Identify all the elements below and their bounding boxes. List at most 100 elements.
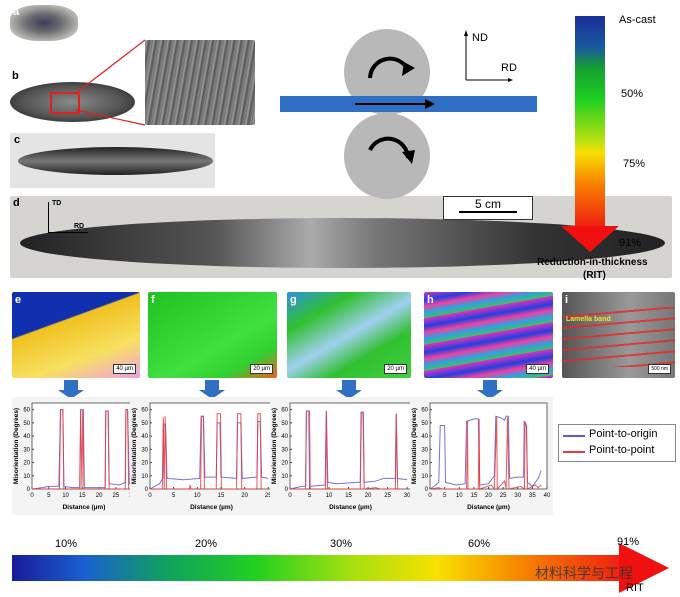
x-tick-label: 0: [30, 493, 34, 499]
down-arrow-e: [58, 380, 84, 399]
y-tick-label: 0: [145, 487, 149, 493]
y-tick-label: 50: [23, 421, 30, 427]
x-tick-label: 15: [79, 493, 86, 499]
x-tick-label: 15: [471, 493, 478, 499]
x-tick-label: 5: [443, 493, 447, 499]
x-tick-label: 5: [308, 493, 312, 499]
chart-h: 0 5 10 15 20 25 30 35 40 0 10 20 30 40 50 60 Distance (µ…: [410, 397, 553, 515]
lamella-band-lines: [562, 307, 675, 367]
rit-gradient-arrow: [575, 16, 605, 226]
zoom-lines: [75, 39, 146, 126]
rolling-diagram: [280, 29, 537, 199]
y-tick-label: 20: [23, 461, 30, 467]
legend-point-to-origin: Point-to-origin: [589, 428, 658, 440]
x-tick-label: 10: [326, 493, 333, 499]
panel-label-d: d: [13, 197, 20, 209]
y-axis-label: Misorientation (Degrees): [411, 408, 418, 484]
series-line-point-to-point: [150, 413, 269, 490]
x-tick-label: 20: [241, 493, 248, 499]
scale-bar-f: 20 µm: [250, 364, 273, 374]
rit-label-75: 75%: [623, 158, 646, 170]
panel-label-g: g: [290, 294, 297, 306]
panel-label-e: e: [15, 294, 22, 306]
scale-bar-e: 40 µm: [113, 364, 136, 374]
bottom-label-60: 60%: [468, 538, 491, 550]
chart-g: 0 5 10 15 20 25 30 0 10 20 30 40 50 60 Distance (µm) Mi…: [270, 397, 417, 515]
x-tick-label: 10: [194, 493, 201, 499]
panel-label-a: a: [13, 6, 20, 18]
y-tick-label: 10: [281, 474, 288, 480]
chart-f: 0 5 10 15 20 25 0 10 20 30 40 50 60 Distance (µm) Miso…: [130, 397, 279, 515]
y-tick-label: 10: [421, 474, 428, 480]
x-tick-label: 15: [218, 493, 225, 499]
zoom-region-box: [50, 92, 80, 114]
x-tick-label: 20: [96, 493, 103, 499]
x-tick-label: 10: [456, 493, 463, 499]
series-line-point-to-point: [290, 410, 408, 490]
down-arrow-h: [477, 380, 503, 399]
down-arrow-g: [336, 380, 362, 399]
bottom-arrowhead: [619, 543, 669, 593]
x-tick-label: 0: [428, 493, 432, 499]
y-tick-label: 0: [27, 487, 31, 493]
x-tick-label: 5: [172, 493, 176, 499]
lamella-band-label: Lamella band: [566, 316, 611, 323]
y-tick-label: 40: [23, 434, 30, 440]
photo-as-cast: a: [10, 5, 78, 41]
y-tick-label: 30: [23, 447, 30, 453]
ebsd-map-e: e 40 µm: [12, 292, 140, 378]
y-tick-label: 40: [141, 434, 148, 440]
rit-subtitle: (RIT): [583, 270, 606, 281]
series-line-point-to-point: [429, 416, 542, 491]
x-tick-label: 25: [113, 493, 120, 499]
y-tick-label: 60: [141, 408, 148, 414]
y-tick-label: 50: [141, 421, 148, 427]
bottom-label-20: 20%: [195, 538, 218, 550]
y-tick-label: 30: [141, 447, 148, 453]
y-axis-label: Misorientation (Degrees): [271, 408, 278, 484]
photo-surface-zoom: [145, 40, 255, 125]
x-axis-label: Distance (µm): [63, 504, 106, 511]
y-tick-label: 10: [141, 474, 148, 480]
bottom-rit-gradient: [12, 555, 620, 581]
panel-label-i: i: [565, 294, 569, 306]
x-tick-label: 0: [148, 493, 152, 499]
axis-nd: ND: [472, 32, 488, 44]
panel-label-h: h: [427, 294, 434, 306]
rit-label-91: 91%: [619, 237, 642, 249]
y-tick-label: 40: [421, 434, 428, 440]
x-tick-label: 30: [404, 493, 411, 499]
x-tick-label: 25: [265, 493, 272, 499]
panel-label-f: f: [151, 294, 155, 306]
scale-bar-h: 40 µm: [526, 364, 549, 374]
x-tick-label: 15: [345, 493, 352, 499]
bottom-label-30: 30%: [330, 538, 353, 550]
y-tick-label: 40: [281, 434, 288, 440]
x-tick-label: 25: [384, 493, 391, 499]
panel-label-b-text: b: [12, 70, 19, 82]
y-tick-label: 20: [281, 461, 288, 467]
y-tick-label: 0: [425, 487, 429, 493]
y-axis-label: Misorientation (Degrees): [131, 408, 138, 484]
scale-bar-d: 5 cm: [443, 196, 533, 220]
bottom-label-10: 10%: [55, 538, 78, 550]
rit-label-as-cast: As-cast: [619, 14, 656, 26]
x-axis-label: Distance (µm): [467, 504, 510, 511]
y-tick-label: 30: [421, 447, 428, 453]
axis-td: TD: [52, 200, 62, 207]
y-tick-label: 20: [421, 461, 428, 467]
x-axis-label: Distance (µm): [329, 504, 372, 511]
tem-image-i: i Lamella band 500 nm: [562, 292, 675, 378]
x-tick-label: 5: [47, 493, 51, 499]
y-axis-label: Misorientation (Degrees): [13, 408, 20, 484]
watermark: 材料科学与工程: [535, 565, 633, 581]
y-tick-label: 50: [421, 421, 428, 427]
y-tick-label: 50: [281, 421, 288, 427]
x-axis-label: Distance (µm): [190, 504, 233, 511]
bottom-label-rit: RIT: [626, 582, 644, 594]
x-tick-label: 0: [288, 493, 292, 499]
y-tick-label: 20: [141, 461, 148, 467]
x-tick-label: 25: [500, 493, 507, 499]
scale-bar-g: 20 µm: [384, 364, 407, 374]
